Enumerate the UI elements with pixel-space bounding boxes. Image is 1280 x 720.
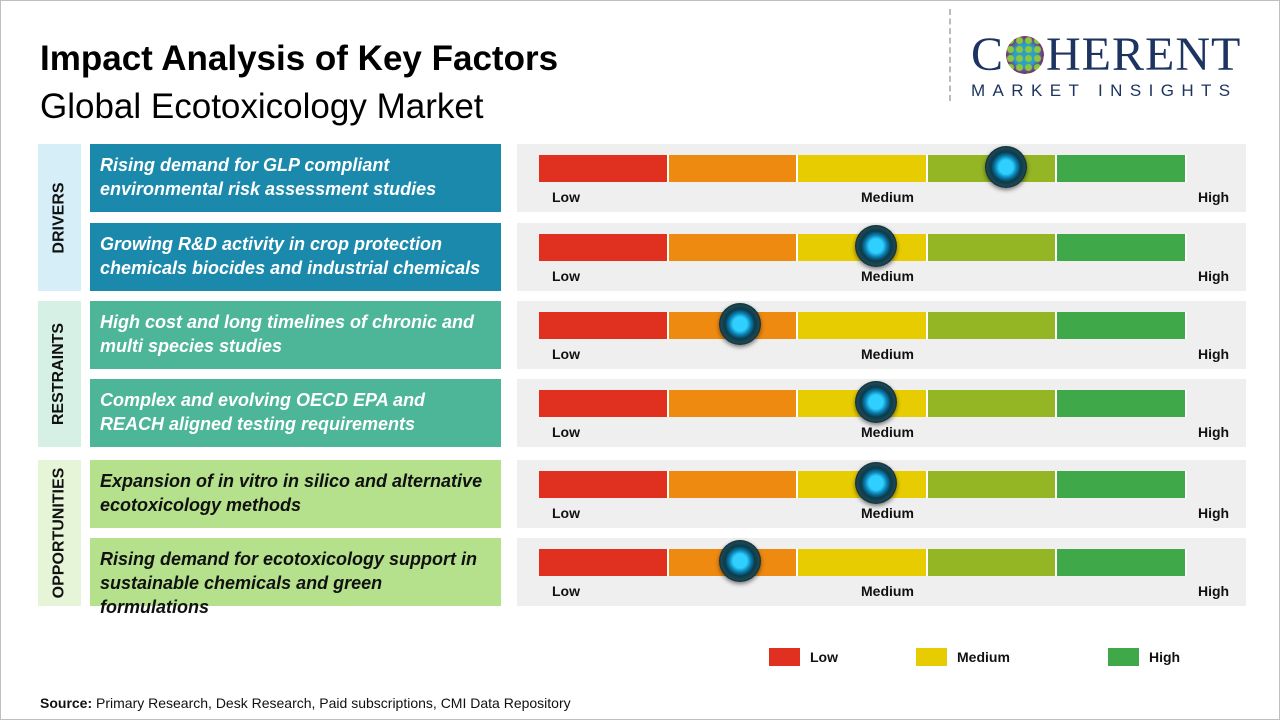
legend-swatch-low [769, 648, 800, 666]
factor-text: Expansion of in vitro in silico and alte… [90, 460, 501, 528]
gauge-segment [927, 471, 1058, 498]
gauge-segment [539, 155, 669, 182]
scale-label-low: Low [552, 189, 580, 205]
gauge-segment [1057, 312, 1187, 339]
section-opportunities: OPPORTUNITIES [38, 460, 81, 606]
gauge-segment [539, 234, 669, 261]
gauge-segment [668, 471, 799, 498]
gauge-indicator-knob [854, 225, 897, 267]
factor-text: High cost and long timelines of chronic … [90, 301, 501, 369]
factor-text: Rising demand for GLP compliant environm… [90, 144, 501, 212]
globe-icon [1006, 36, 1045, 74]
gauge-segment [798, 155, 928, 182]
gauge-segment [927, 549, 1058, 576]
gauge-bar [539, 462, 1187, 504]
scale-label-medium: Medium [861, 268, 914, 284]
scale-label-high: High [1198, 189, 1230, 205]
gauge-segment [927, 234, 1058, 261]
scale-label-high: High [1198, 505, 1230, 521]
scale-label-medium: Medium [861, 583, 914, 599]
gauge-segment [668, 155, 799, 182]
gauge-segment [539, 390, 669, 417]
legend-low: Low [769, 648, 838, 666]
section-restraints: RESTRAINTS [38, 301, 81, 447]
gauge-segment [1057, 390, 1187, 417]
page-subtitle: Global Ecotoxicology Market [40, 87, 484, 126]
gauge-bar [539, 303, 1187, 345]
impact-gauge: Low Medium High [517, 223, 1246, 291]
gauge-segment [668, 234, 799, 261]
scale-label-low: Low [552, 583, 580, 599]
gauge-segment [539, 549, 669, 576]
scale-label-low: Low [552, 268, 580, 284]
scale-label-low: Low [552, 505, 580, 521]
gauge-segment [798, 549, 928, 576]
gauge-segment [927, 312, 1058, 339]
gauge-indicator-knob [984, 146, 1027, 188]
legend-high: High [1108, 648, 1180, 666]
impact-gauge: Low Medium High [517, 301, 1246, 369]
gauge-segment [539, 312, 669, 339]
scale-label-medium: Medium [861, 346, 914, 362]
scale-label-low: Low [552, 346, 580, 362]
gauge-bar [539, 225, 1187, 267]
scale-label-low: Low [552, 424, 580, 440]
gauge-segment [1057, 549, 1187, 576]
gauge-indicator-knob [854, 381, 897, 423]
impact-gauge: Low Medium High [517, 144, 1246, 212]
factor-text: Rising demand for ecotoxicology support … [90, 538, 501, 617]
scale-label-high: High [1198, 268, 1230, 284]
section-label: DRIVERS [50, 181, 68, 254]
impact-gauge: Low Medium High [517, 538, 1246, 606]
gauge-segment [539, 471, 669, 498]
gauge-segment [668, 390, 799, 417]
source-note: Source: Primary Research, Desk Research,… [40, 695, 571, 711]
scale-label-medium: Medium [861, 424, 914, 440]
factor-text: Complex and evolving OECD EPA and REACH … [90, 379, 501, 447]
scale-label-medium: Medium [861, 505, 914, 521]
legend-swatch-medium [916, 648, 947, 666]
impact-gauge: Low Medium High [517, 460, 1246, 528]
scale-label-high: High [1198, 346, 1230, 362]
scale-label-high: High [1198, 583, 1230, 599]
gauge-indicator-knob [718, 303, 761, 345]
coherent-logo: C HERENT MARKET INSIGHTS [971, 28, 1242, 101]
legend-medium: Medium [916, 648, 1010, 666]
section-drivers: DRIVERS [38, 144, 81, 291]
legend-swatch-high [1108, 648, 1139, 666]
gauge-bar [539, 540, 1187, 582]
scale-label-medium: Medium [861, 189, 914, 205]
gauge-segment [1057, 155, 1187, 182]
section-label: RESTRAINTS [50, 322, 68, 426]
gauge-segment [927, 390, 1058, 417]
gauge-segment [1057, 234, 1187, 261]
factor-text: Growing R&D activity in crop protection … [90, 223, 501, 291]
gauge-bar [539, 381, 1187, 423]
gauge-segment [798, 312, 928, 339]
gauge-segment [1057, 471, 1187, 498]
divider [949, 9, 951, 101]
gauge-indicator-knob [718, 540, 761, 582]
page-title: Impact Analysis of Key Factors [40, 39, 559, 78]
gauge-bar [539, 146, 1187, 188]
scale-label-high: High [1198, 424, 1230, 440]
section-label: OPPORTUNITIES [50, 467, 68, 599]
gauge-indicator-knob [854, 462, 897, 504]
impact-gauge: Low Medium High [517, 379, 1246, 447]
